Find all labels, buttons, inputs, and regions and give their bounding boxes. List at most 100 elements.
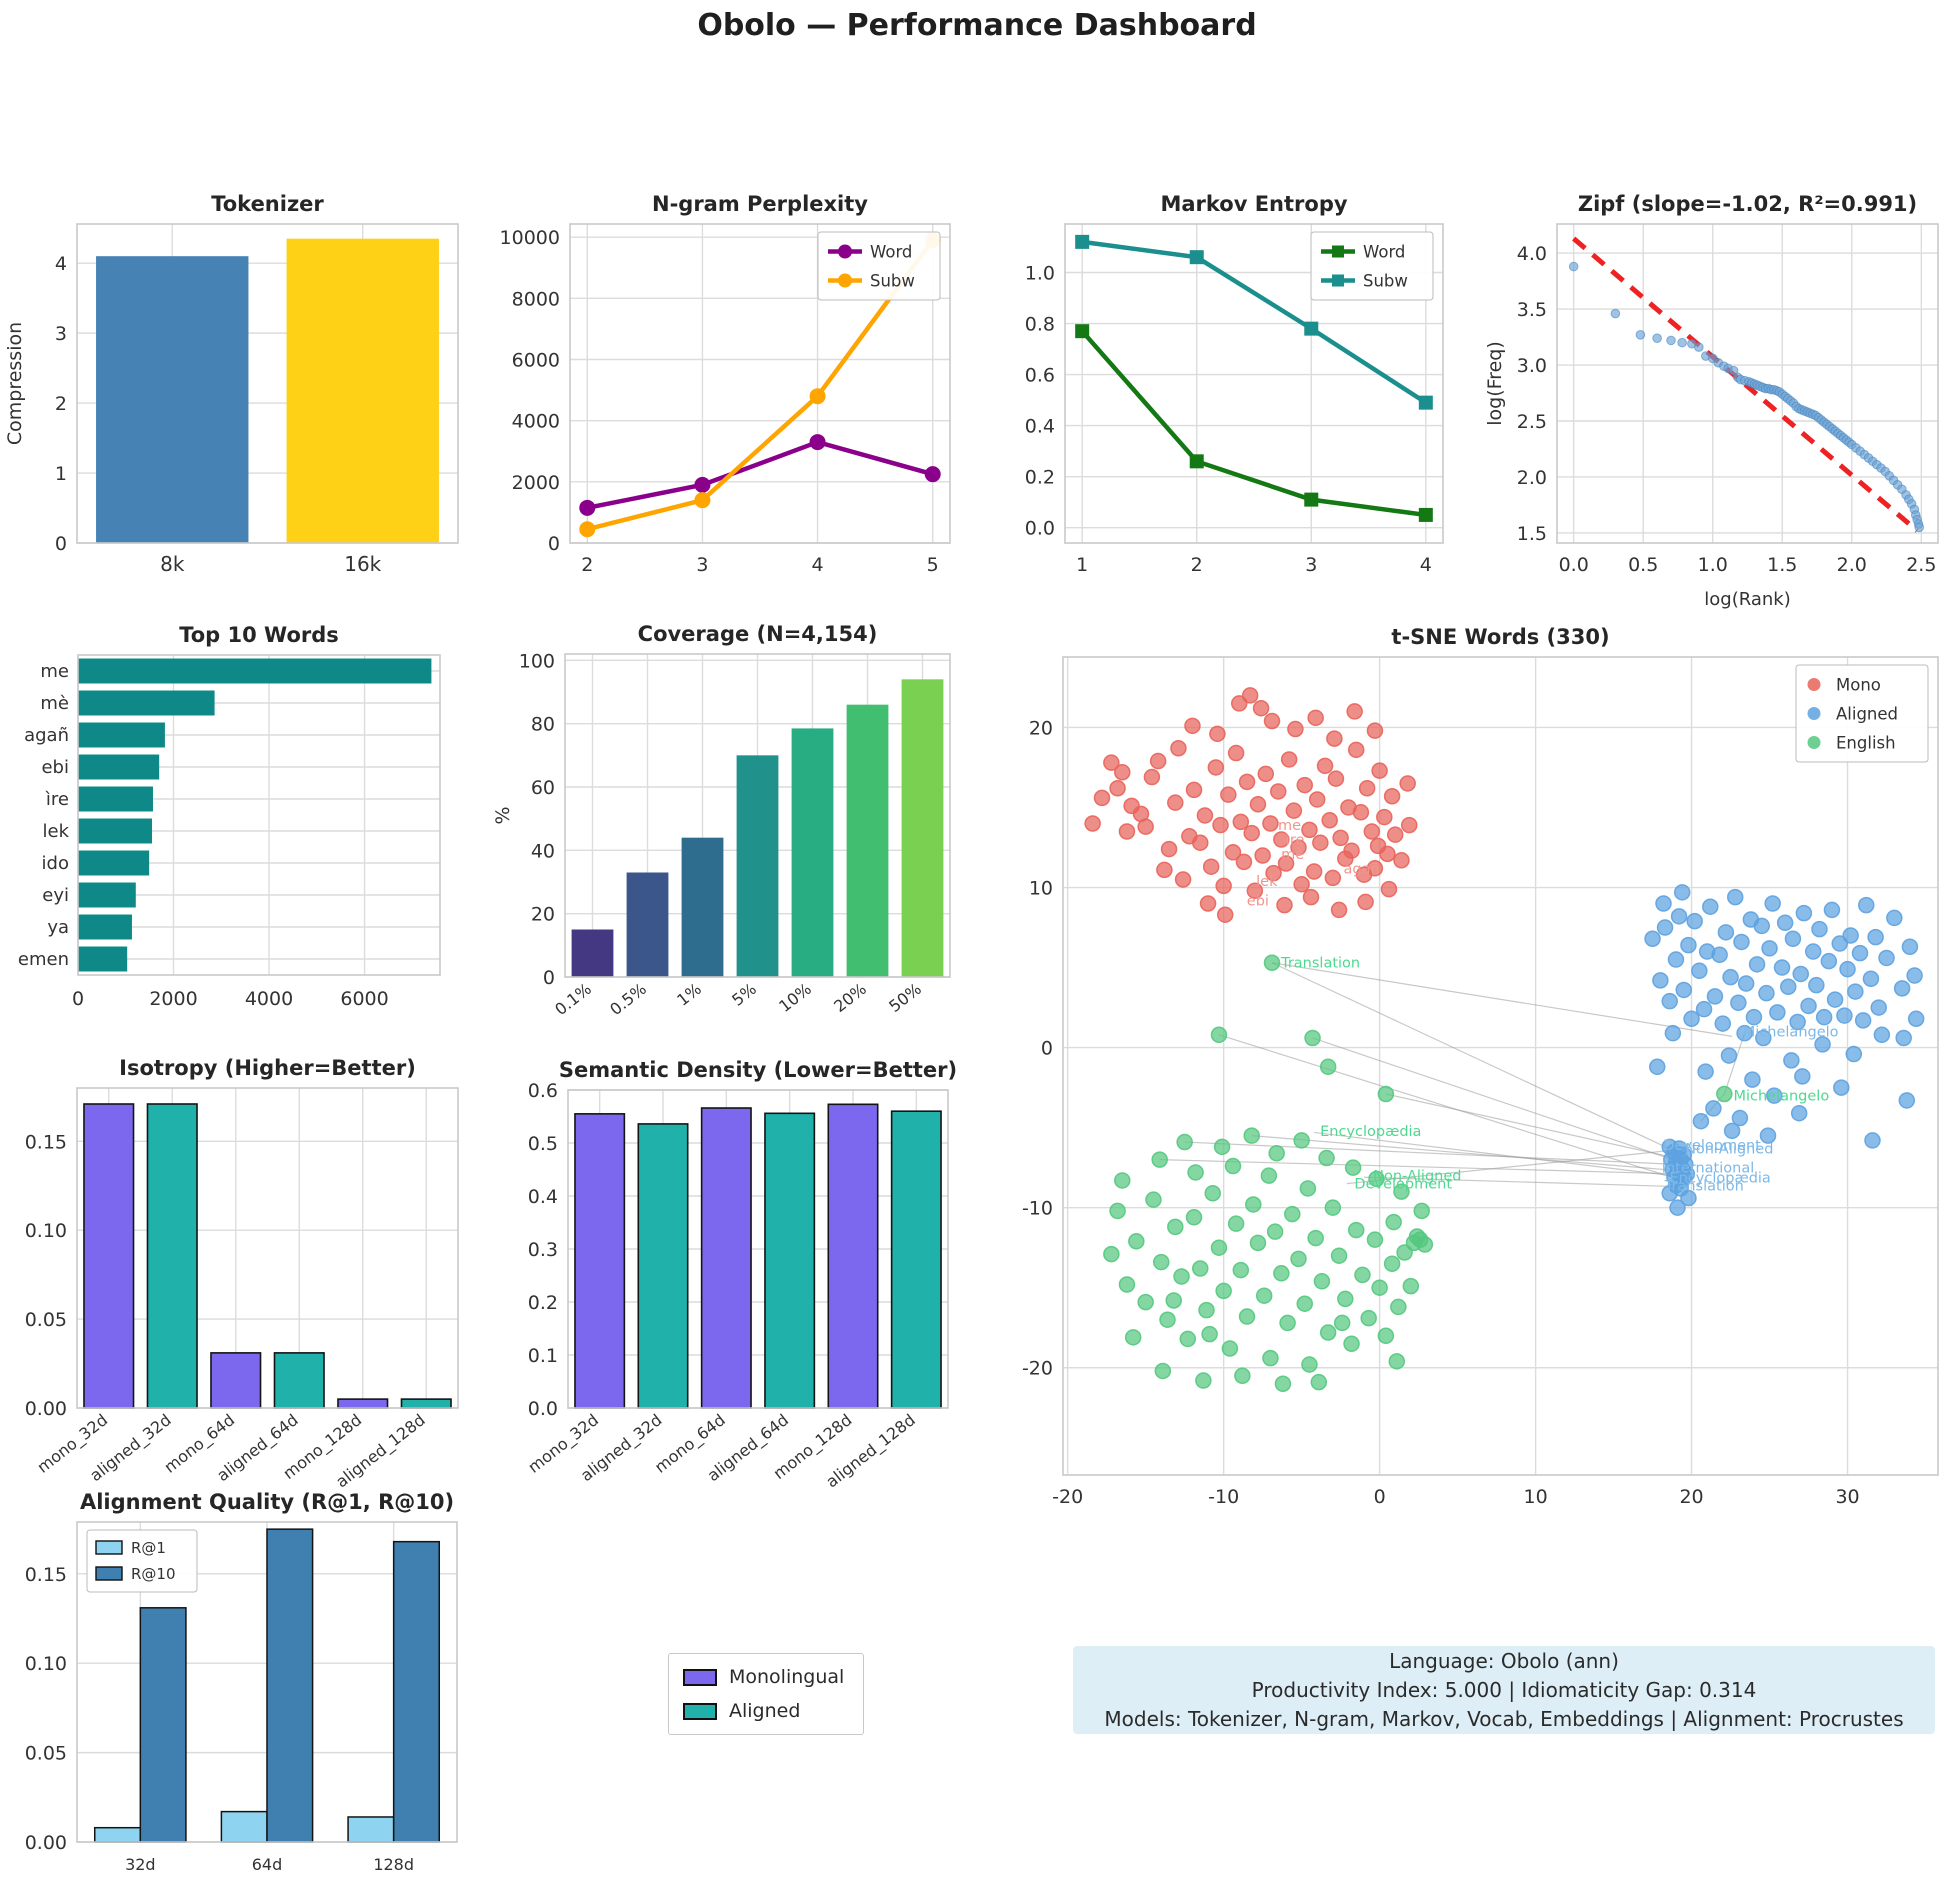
svg-text:2000: 2000 <box>149 988 197 1010</box>
svg-text:2.0: 2.0 <box>1837 554 1867 576</box>
svg-text:30: 30 <box>1835 1486 1859 1508</box>
svg-text:mono_128d: mono_128d <box>279 1410 365 1484</box>
svg-text:0.05: 0.05 <box>25 1309 67 1331</box>
svg-text:0.5: 0.5 <box>528 1133 558 1155</box>
svg-text:64d: 64d <box>252 1855 283 1874</box>
svg-text:0.15: 0.15 <box>25 1131 67 1153</box>
svg-text:20: 20 <box>1029 717 1053 739</box>
svg-text:aligned_128d: aligned_128d <box>822 1410 919 1492</box>
svg-text:R@1: R@1 <box>131 1539 166 1557</box>
svg-text:eyi: eyi <box>42 885 69 906</box>
svg-text:3.5: 3.5 <box>1517 299 1547 321</box>
svg-text:0.05: 0.05 <box>25 1743 67 1765</box>
svg-text:Markov Entropy: Markov Entropy <box>1160 192 1347 216</box>
svg-text:0: 0 <box>1374 1486 1386 1508</box>
svg-text:Subw: Subw <box>870 272 915 291</box>
svg-text:0.5%: 0.5% <box>606 979 650 1019</box>
svg-text:4: 4 <box>55 253 67 275</box>
svg-text:4000: 4000 <box>245 988 293 1010</box>
svg-text:-20: -20 <box>1022 1358 1053 1380</box>
info-line-metrics: Productivity Index: 5.000 | Idiomaticity… <box>1251 1677 1757 1702</box>
svg-text:emen: emen <box>18 949 69 970</box>
svg-text:Encyclopædia: Encyclopædia <box>1669 1170 1770 1186</box>
svg-text:8k: 8k <box>160 552 185 576</box>
svg-text:20%: 20% <box>830 979 870 1016</box>
svg-text:me: me <box>1278 818 1301 834</box>
svg-text:1.0: 1.0 <box>1698 554 1728 576</box>
svg-text:2.5: 2.5 <box>1517 411 1547 433</box>
svg-text:Translation: Translation <box>1280 956 1360 972</box>
svg-text:10000: 10000 <box>500 227 560 249</box>
svg-text:8000: 8000 <box>512 288 560 310</box>
svg-text:20: 20 <box>1679 1486 1703 1508</box>
svg-text:2: 2 <box>581 554 593 576</box>
svg-text:N-gram Perplexity: N-gram Perplexity <box>652 192 868 216</box>
svg-text:ya: ya <box>47 917 69 938</box>
svg-text:4.0: 4.0 <box>1517 243 1547 265</box>
svg-text:6000: 6000 <box>512 349 560 371</box>
svg-text:2.5: 2.5 <box>1906 554 1936 576</box>
svg-text:0.4: 0.4 <box>528 1186 558 1208</box>
svg-text:0.0: 0.0 <box>1559 554 1589 576</box>
svg-text:agañ: agañ <box>24 725 69 746</box>
svg-text:0.2: 0.2 <box>1025 467 1055 489</box>
svg-text:0: 0 <box>1041 1038 1053 1060</box>
svg-text:1.5: 1.5 <box>1517 523 1547 545</box>
svg-text:mono_128d: mono_128d <box>770 1410 856 1484</box>
svg-text:Non-Aligned: Non-Aligned <box>1685 1141 1773 1157</box>
svg-text:1%: 1% <box>673 979 705 1010</box>
legend-label-aligned: Aligned <box>729 1700 801 1722</box>
legend-item-monolingual: Monolingual <box>683 1666 849 1688</box>
svg-text:Translation: Translation <box>1664 1178 1744 1194</box>
svg-text:0.00: 0.00 <box>25 1398 67 1420</box>
svg-text:aligned_64d: aligned_64d <box>213 1410 302 1486</box>
svg-text:Michelangelo: Michelangelo <box>1733 1089 1829 1105</box>
svg-text:40: 40 <box>531 840 555 862</box>
svg-text:ìre: ìre <box>1285 832 1305 848</box>
svg-text:1.5: 1.5 <box>1767 554 1797 576</box>
svg-text:aligned_64d: aligned_64d <box>704 1410 793 1486</box>
svg-text:0.10: 0.10 <box>25 1220 67 1242</box>
svg-text:0.1%: 0.1% <box>551 979 595 1019</box>
svg-text:0.3: 0.3 <box>528 1239 558 1261</box>
info-line-models: Models: Tokenizer, N-gram, Markov, Vocab… <box>1104 1706 1904 1731</box>
svg-text:10%: 10% <box>775 979 815 1016</box>
svg-text:5%: 5% <box>728 979 760 1010</box>
svg-text:Tokenizer: Tokenizer <box>211 192 324 216</box>
svg-text:Michelangelo: Michelangelo <box>1743 1025 1839 1041</box>
svg-text:0: 0 <box>72 988 84 1010</box>
svg-text:ido: ido <box>42 853 69 874</box>
svg-text:International: International <box>1662 1161 1755 1177</box>
svg-text:Non-Aligned: Non-Aligned <box>1373 1169 1461 1185</box>
svg-text:t-SNE Words (330): t-SNE Words (330) <box>1391 625 1609 649</box>
svg-text:2: 2 <box>1191 554 1203 576</box>
legend-label-monolingual: Monolingual <box>729 1666 845 1688</box>
svg-text:4: 4 <box>812 554 824 576</box>
page-title: Obolo — Performance Dashboard <box>697 8 1257 43</box>
svg-text:mono_32d: mono_32d <box>524 1410 602 1477</box>
svg-text:1: 1 <box>1076 554 1088 576</box>
svg-text:4000: 4000 <box>512 411 560 433</box>
svg-text:Zipf (slope=-1.02, R²=0.991): Zipf (slope=-1.02, R²=0.991) <box>1578 192 1917 216</box>
svg-text:ebi: ebi <box>1247 893 1269 909</box>
svg-text:3: 3 <box>1305 554 1317 576</box>
svg-text:Alignment Quality (R@1, R@10): Alignment Quality (R@1, R@10) <box>80 1490 454 1514</box>
svg-text:0.8: 0.8 <box>1025 314 1055 336</box>
svg-text:lek: lek <box>43 821 70 842</box>
svg-text:Isotropy (Higher=Better): Isotropy (Higher=Better) <box>119 1056 416 1080</box>
svg-text:3: 3 <box>55 323 67 345</box>
svg-text:3.0: 3.0 <box>1517 355 1547 377</box>
svg-text:80: 80 <box>531 714 555 736</box>
info-line-language: Language: Obolo (ann) <box>1389 1648 1619 1673</box>
svg-text:-10: -10 <box>1022 1198 1053 1220</box>
svg-text:50%: 50% <box>885 979 925 1016</box>
svg-text:mè: mè <box>40 693 69 714</box>
svg-text:-10: -10 <box>1208 1486 1239 1508</box>
svg-text:-20: -20 <box>1052 1486 1083 1508</box>
svg-text:Word: Word <box>870 243 912 262</box>
